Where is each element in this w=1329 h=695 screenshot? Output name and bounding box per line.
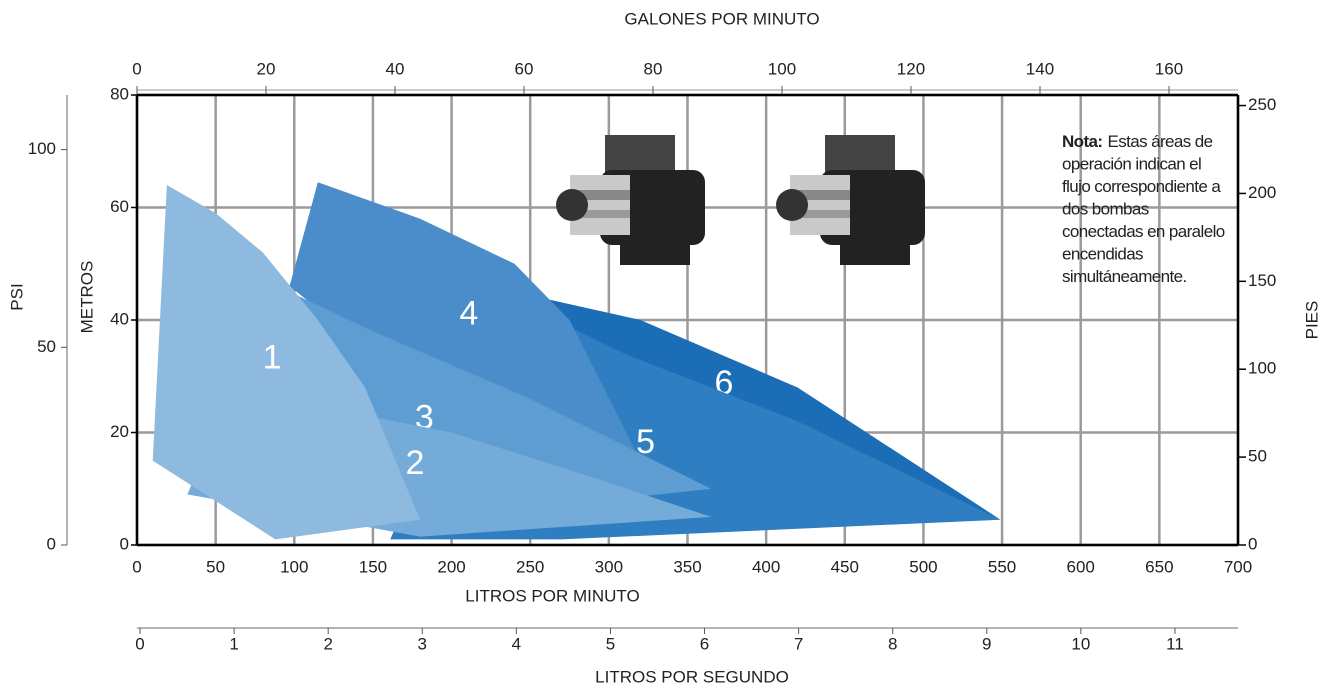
- x-axis-title: LITROS POR MINUTO: [465, 586, 639, 605]
- psi-tick-label: 0: [47, 534, 56, 553]
- pump-image: [776, 135, 925, 265]
- note-line: operación indican el: [1062, 155, 1201, 174]
- x3-tick-label: 5: [606, 634, 615, 653]
- zone-label: 1: [263, 339, 282, 377]
- x-tick-label: 700: [1224, 557, 1252, 576]
- x2-axis-title: GALONES POR MINUTO: [624, 9, 819, 28]
- x2-tick-label: 20: [257, 59, 276, 78]
- note-line: encendidas: [1062, 245, 1143, 264]
- x3-tick-label: 3: [418, 634, 427, 653]
- psi-axis-title: PSI: [7, 283, 26, 310]
- x-tick-label: 250: [516, 557, 544, 576]
- x-tick-label: 200: [437, 557, 465, 576]
- psi-tick-label: 50: [37, 337, 56, 356]
- y-tick-label: 0: [120, 534, 129, 553]
- note-line: dos bombas: [1062, 200, 1149, 219]
- y-tick-label: 80: [110, 84, 129, 103]
- psi-tick-label: 100: [28, 139, 56, 158]
- note-line: Nota: Estas áreas de: [1062, 132, 1213, 151]
- x2-tick-label: 40: [386, 59, 405, 78]
- y-axis-title: METROS: [77, 261, 96, 334]
- x-tick-label: 600: [1067, 557, 1095, 576]
- x2-tick-label: 60: [515, 59, 534, 78]
- note-line: flujo correspondiente a: [1062, 177, 1221, 196]
- note-line: simultáneamente.: [1062, 267, 1187, 286]
- note: Nota: Estas áreas de operación indican el f…: [1062, 132, 1225, 286]
- x-tick-label: 50: [206, 557, 225, 576]
- x2-tick-label: 160: [1155, 59, 1183, 78]
- y2-tick-label: 100: [1248, 359, 1276, 378]
- y2-tick-label: 250: [1248, 95, 1276, 114]
- x-tick-label: 300: [595, 557, 623, 576]
- x-tick-label: 150: [359, 557, 387, 576]
- x-tick-label: 0: [132, 557, 141, 576]
- y2-tick-label: 150: [1248, 271, 1276, 290]
- x-tick-label: 650: [1145, 557, 1173, 576]
- zone-area: [289, 182, 641, 478]
- x-tick-label: 100: [280, 557, 308, 576]
- x3-tick-label: 9: [982, 634, 991, 653]
- y-tick-label: 20: [110, 422, 129, 441]
- y2-tick-label: 50: [1248, 447, 1267, 466]
- note-title: Nota:: [1062, 132, 1102, 151]
- note-text: Estas áreas de: [1107, 132, 1212, 151]
- zone-label: 2: [405, 444, 424, 482]
- zone-label: 4: [459, 295, 478, 333]
- x3-tick-label: 6: [700, 634, 709, 653]
- x2-tick-label: 120: [897, 59, 925, 78]
- x3-tick-label: 11: [1166, 634, 1184, 653]
- y-tick-label: 60: [110, 197, 129, 216]
- x-tick-label: 350: [673, 557, 701, 576]
- y2-tick-label: 200: [1248, 183, 1276, 202]
- x-tick-label: 400: [752, 557, 780, 576]
- pumps: [556, 135, 925, 265]
- note-line: conectadas en paralelo: [1062, 222, 1225, 241]
- x2-tick-label: 0: [132, 59, 141, 78]
- x3-tick-label: 4: [512, 634, 521, 653]
- y2-tick-label: 0: [1248, 534, 1257, 553]
- x3-tick-label: 7: [794, 634, 803, 653]
- x-tick-label: 500: [909, 557, 937, 576]
- x3-tick-label: 10: [1071, 634, 1090, 653]
- x3-tick-label: 0: [135, 634, 144, 653]
- x3-axis-title: LITROS POR SEGUNDO: [595, 667, 789, 686]
- x2-tick-label: 140: [1026, 59, 1054, 78]
- x3-tick-label: 1: [229, 634, 238, 653]
- x-tick-label: 550: [988, 557, 1016, 576]
- x2-tick-label: 100: [768, 59, 796, 78]
- zone-area: [152, 185, 421, 540]
- zone-label: 5: [636, 423, 655, 461]
- x2-tick-label: 80: [644, 59, 663, 78]
- y-tick-label: 40: [110, 309, 129, 328]
- x3-tick-label: 8: [888, 634, 897, 653]
- x3-tick-label: 2: [323, 634, 332, 653]
- x-tick-label: 450: [831, 557, 859, 576]
- pump-image: [556, 135, 705, 265]
- y2-axis-title: PIES: [1302, 301, 1321, 340]
